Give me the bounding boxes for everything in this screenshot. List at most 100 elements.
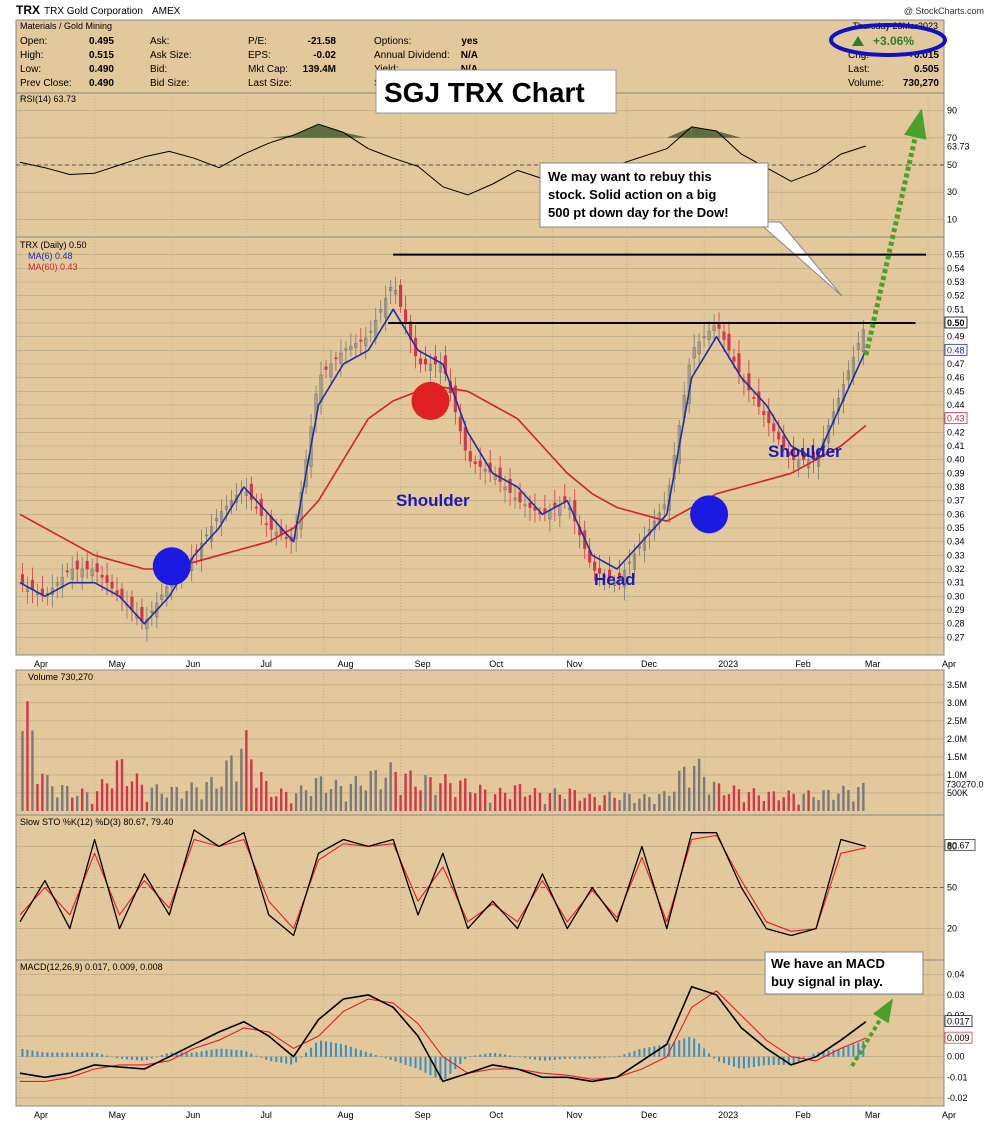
x-tick-label: Mar: [865, 659, 881, 669]
macd-hist-bar: [111, 1056, 114, 1058]
macd-hist-bar: [130, 1056, 133, 1060]
volume-bar: [284, 791, 288, 811]
x-tick-label: Apr: [942, 659, 956, 669]
rsi-overbought-fill: [691, 126, 717, 138]
macd-hist-bar: [190, 1052, 193, 1057]
header-field-value: +0.015: [908, 50, 939, 61]
volume-bar: [240, 748, 243, 811]
price-legend-2: MA(6) 0.48: [28, 251, 73, 261]
header-field-value: 139.4M: [303, 64, 336, 75]
y-tick-label: 0.33: [947, 550, 965, 560]
price-up-arrow: [863, 124, 921, 356]
macd-hist-bar: [509, 1055, 512, 1057]
volume-bar: [414, 786, 417, 811]
volume-bar: [712, 781, 716, 811]
macd-up-arrow: [850, 1008, 888, 1068]
volume-bar: [668, 795, 671, 811]
volume-bar: [707, 794, 711, 811]
macd-hist-bar: [21, 1048, 24, 1057]
macd-hist-bar: [723, 1056, 726, 1064]
volume-bar: [762, 801, 766, 811]
macd-hist-bar: [235, 1049, 238, 1057]
volume-bar: [110, 788, 114, 811]
price-tag: [944, 412, 968, 425]
header-field-value: 0.490: [89, 78, 114, 89]
volume-bar: [41, 773, 44, 811]
sto-last-label: 80.67: [947, 840, 970, 850]
volume-bar: [299, 785, 303, 811]
candle-body: [772, 423, 776, 432]
macd-hist-bar: [96, 1053, 99, 1057]
volume-bar: [493, 794, 497, 811]
macd-hist-bar: [255, 1055, 258, 1057]
x-tick-label: May: [109, 659, 127, 669]
macd-hist-bar: [329, 1042, 332, 1057]
macd-hist-bar: [628, 1052, 631, 1057]
volume-bar: [424, 775, 427, 811]
y-tick-label: 0.51: [947, 304, 965, 314]
macd-hist-bar: [718, 1056, 721, 1062]
candle-body: [478, 460, 482, 467]
macd-hist-bar: [623, 1054, 626, 1057]
symbol: TRX: [16, 3, 40, 17]
candle-body: [782, 435, 786, 448]
candle-body: [468, 451, 472, 462]
macd-annotation: We have an MACD buy signal in play.: [764, 951, 924, 995]
candle-body: [508, 478, 512, 493]
volume-bar: [71, 797, 74, 811]
volume-bar: [150, 787, 154, 811]
volume-bar: [717, 783, 721, 811]
candle-body: [787, 452, 791, 456]
volume-bar: [469, 792, 472, 811]
candle-body: [608, 569, 612, 579]
macd-hist-bar: [459, 1056, 462, 1065]
candle-body: [518, 492, 522, 503]
x-tick-label: Feb: [795, 1110, 811, 1120]
x-tick-label: Oct: [489, 1110, 504, 1120]
candle-body: [463, 427, 467, 451]
macd-hist-bar: [862, 1041, 865, 1057]
macd-hist-bar: [339, 1043, 342, 1057]
x-tick-label: Apr: [942, 1110, 956, 1120]
macd-hist-bar: [369, 1053, 372, 1057]
y-tick-label: 30: [947, 187, 957, 197]
macd-hist-bar: [792, 1056, 795, 1064]
candle-body: [399, 284, 403, 307]
macd-hist-bar: [285, 1056, 288, 1064]
macd-hist-bar: [215, 1048, 218, 1057]
candle-body: [150, 611, 154, 613]
volume-bar: [454, 797, 457, 811]
macd-hist-bar: [857, 1042, 860, 1057]
volume-bar: [663, 791, 666, 811]
macd-tag-label: 0.017: [947, 1017, 970, 1027]
volume-bar: [76, 795, 79, 811]
y-tick-label: 0.00: [947, 1052, 965, 1062]
x-tick-label: Nov: [566, 659, 583, 669]
volume-bar: [822, 790, 825, 811]
sector: Materials / Gold Mining: [20, 21, 112, 31]
up-triangle-icon: [852, 36, 864, 46]
candle-body: [339, 352, 343, 364]
y-tick-label: 0.45: [947, 386, 965, 396]
volume-bar: [235, 781, 238, 811]
candle-body: [513, 497, 517, 500]
macd-hist-bar: [494, 1052, 497, 1057]
y-tick-label: 0.39: [947, 468, 965, 478]
macd-hist-bar: [61, 1052, 64, 1057]
volume-bar: [225, 760, 228, 811]
rsi-overbought-fill: [318, 124, 344, 138]
macd-hist-bar: [787, 1056, 790, 1065]
macd-tag: [944, 1031, 973, 1044]
macd-hist-bar: [250, 1053, 253, 1057]
macd-hist-bar: [683, 1038, 686, 1057]
macd-hist-bar: [752, 1056, 755, 1067]
volume-bar: [767, 791, 770, 811]
macd-hist-bar: [852, 1044, 855, 1057]
macd-hist-bar: [150, 1056, 153, 1059]
candle-body: [797, 459, 801, 468]
macd-hist-bar: [71, 1052, 74, 1057]
candle-body: [458, 416, 462, 432]
macd-hist-bar: [762, 1056, 765, 1066]
header-field-label: Volume:: [848, 78, 884, 89]
macd-hist-bar: [205, 1050, 208, 1057]
